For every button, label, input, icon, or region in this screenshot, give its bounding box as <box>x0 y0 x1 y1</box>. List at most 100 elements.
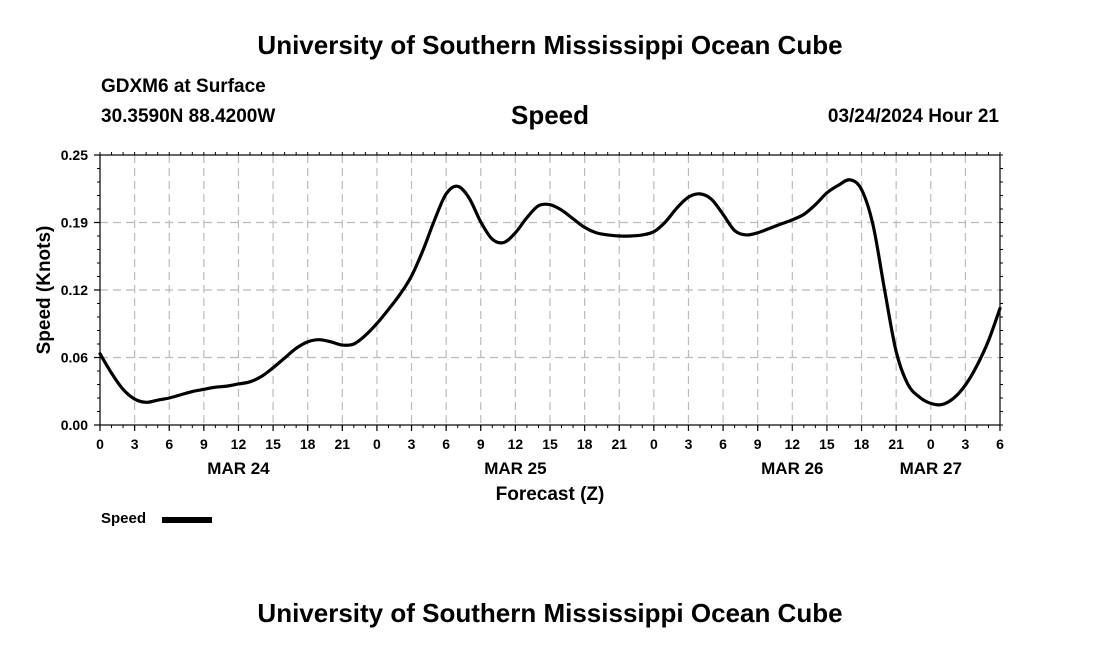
station-name: GDXM6 at Surface <box>101 76 266 97</box>
data-point <box>537 204 540 207</box>
x-axis: 0 3 6 9 12 15 18 21 0 3 6 9 12 15 18 21 0 3 6 9 12 15 18 21 0 3 6 <box>96 425 1004 452</box>
data-point <box>595 231 598 234</box>
x-tick-label: 15 <box>542 436 558 452</box>
y-tick-label: 0.00 <box>61 417 88 433</box>
data-point <box>272 366 275 369</box>
x-tick-label: 15 <box>265 436 281 452</box>
y-axis: 0.00 0.06 0.12 0.19 0.25 <box>61 147 100 433</box>
x-tick-label: 18 <box>300 436 316 452</box>
data-point <box>352 343 355 346</box>
data-point <box>652 230 655 233</box>
data-point <box>733 229 736 232</box>
date-label: MAR 25 <box>484 459 546 478</box>
data-point <box>375 322 378 325</box>
x-tick-label: 0 <box>373 436 381 452</box>
data-point <box>883 289 886 292</box>
data-point <box>110 372 113 375</box>
forecast-datetime: 03/24/2024 Hour 21 <box>827 106 999 127</box>
y-tick-label: 0.06 <box>61 350 88 366</box>
x-tick-label: 9 <box>477 436 485 452</box>
data-point <box>225 385 228 388</box>
y-tick-label: 0.12 <box>61 282 88 298</box>
x-tick-label: 0 <box>96 436 104 452</box>
data-point <box>133 398 136 401</box>
data-point <box>756 231 759 234</box>
data-point <box>687 196 690 199</box>
data-point <box>502 241 505 244</box>
data-point <box>318 338 321 341</box>
data-point <box>606 233 609 236</box>
data-point <box>560 209 563 212</box>
x-tick-label: 6 <box>442 436 450 452</box>
speed-series-line <box>98 178 1002 407</box>
data-point <box>964 384 967 387</box>
data-point <box>895 350 898 353</box>
x-tick-label: 3 <box>131 436 139 452</box>
x-tick-label: 3 <box>408 436 416 452</box>
data-point <box>387 308 390 311</box>
station-coordinates: 30.3590N 88.4200W <box>101 106 276 127</box>
data-point <box>364 334 367 337</box>
data-point <box>722 213 725 216</box>
data-point <box>618 235 621 238</box>
date-label: MAR 26 <box>761 459 823 478</box>
data-point <box>283 357 286 360</box>
data-point <box>237 382 240 385</box>
x-tick-label: 6 <box>719 436 727 452</box>
data-point <box>987 339 990 342</box>
data-point <box>399 293 402 296</box>
x-tick-label: 21 <box>888 436 904 452</box>
x-tick-label: 6 <box>996 436 1004 452</box>
x-tick-label: 9 <box>200 436 208 452</box>
data-point <box>156 399 159 402</box>
y-axis-label: Speed (Knots) <box>34 226 55 355</box>
data-point <box>341 344 344 347</box>
data-point <box>99 352 102 355</box>
data-point <box>514 231 517 234</box>
x-tick-label: 0 <box>927 436 935 452</box>
data-point <box>260 375 263 378</box>
data-point <box>422 249 425 252</box>
data-point <box>872 224 875 227</box>
x-tick-label: 18 <box>854 436 870 452</box>
x-tick-label: 0 <box>650 436 658 452</box>
x-tick-label: 3 <box>961 436 969 452</box>
data-point <box>814 203 817 206</box>
data-point <box>906 382 909 385</box>
data-point <box>572 217 575 220</box>
data-point <box>168 397 171 400</box>
data-point <box>768 227 771 230</box>
data-point <box>710 198 713 201</box>
footer-title: University of Southern Mississippi Ocean… <box>257 598 843 628</box>
data-point <box>329 340 332 343</box>
data-point <box>745 233 748 236</box>
data-point <box>295 347 298 350</box>
y-tick-label: 0.19 <box>61 215 88 231</box>
data-point <box>249 380 252 383</box>
data-point <box>699 192 702 195</box>
data-point <box>675 206 678 209</box>
data-point <box>456 185 459 188</box>
data-point <box>918 395 921 398</box>
data-point <box>791 218 794 221</box>
data-point <box>952 397 955 400</box>
x-tick-label: 12 <box>231 436 247 452</box>
legend-swatch <box>162 517 212 523</box>
data-point <box>145 401 148 404</box>
data-point <box>468 197 471 200</box>
x-tick-label: 12 <box>508 436 524 452</box>
data-point <box>202 388 205 391</box>
data-point <box>802 213 805 216</box>
data-point <box>549 203 552 206</box>
data-point <box>999 307 1002 310</box>
x-axis-label: Forecast (Z) <box>496 484 605 505</box>
date-labels: MAR 24 MAR 25 MAR 26 MAR 27 <box>207 459 962 478</box>
data-point <box>479 220 482 223</box>
data-point <box>929 402 932 405</box>
data-point <box>214 386 217 389</box>
x-tick-label: 18 <box>577 436 593 452</box>
data-point <box>641 233 644 236</box>
data-point <box>941 403 944 406</box>
page-title: University of Southern Mississippi Ocean… <box>257 30 843 60</box>
